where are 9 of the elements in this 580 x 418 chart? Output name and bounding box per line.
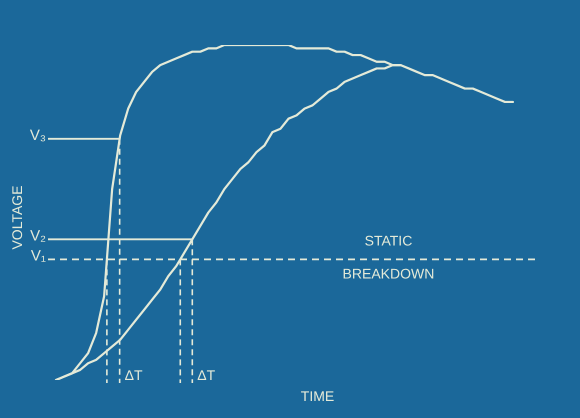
ref-line-label: V₃ (30, 126, 46, 144)
annotation: ΔT (197, 366, 216, 383)
y-axis-title: VOLTAGE (8, 185, 25, 250)
annotation: BREAKDOWN (342, 265, 434, 282)
x-axis-title: TIME (300, 388, 334, 404)
annotation: STATIC (364, 232, 412, 248)
ref-line-label: V₁ (30, 248, 46, 265)
annotation: ΔT (124, 366, 144, 383)
ref-line-label: V₂ (30, 227, 46, 244)
